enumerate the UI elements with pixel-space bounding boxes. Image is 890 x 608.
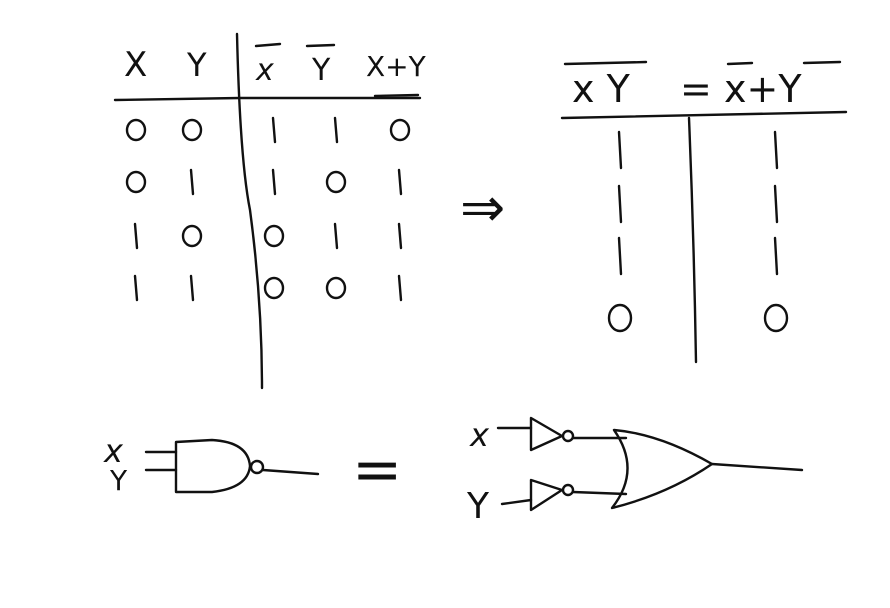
or-gate-body: [610, 428, 714, 510]
left-cell-r1-c1: [189, 168, 195, 196]
overbar-x-plus-y: [373, 93, 420, 98]
left-cell-r1-c0: [125, 170, 147, 194]
header-y-bar: Y: [311, 53, 331, 88]
or-output-wire: [710, 462, 804, 472]
circuit-equals: =: [352, 435, 402, 505]
right-cell-r0-c1: [773, 130, 779, 170]
header-x-plus-y: X+Y: [366, 50, 427, 83]
not-gate-x: [529, 416, 564, 452]
header-x-bar: x: [255, 53, 274, 88]
right-truth-table: x Y = x+Y: [560, 60, 848, 364]
right-divider: [687, 116, 698, 364]
left-cell-r3-c0: [133, 274, 139, 302]
nand-input-x-label: x: [103, 432, 124, 470]
not-gate-y: [529, 478, 564, 512]
nand-output-wire: [261, 468, 320, 476]
header-y: Y: [186, 46, 207, 84]
implies-arrow: ⇒: [460, 176, 505, 239]
right-cell-r2-c1: [773, 236, 779, 276]
right-cell-r2-c0: [617, 236, 623, 276]
left-cell-r3-c1: [189, 274, 195, 302]
overbar-y: [305, 43, 336, 48]
table-header-rule: [113, 96, 422, 102]
overbar-rhs-y: [802, 60, 842, 65]
left-cell-r1-c4: [397, 168, 403, 196]
not-bubble-y: [561, 483, 575, 497]
or-gate-circuit: x Y: [466, 416, 804, 527]
left-cell-r0-c0: [125, 118, 147, 142]
not-bubble-x: [561, 429, 575, 443]
table-divider: [235, 32, 264, 390]
left-cell-r2-c3: [333, 222, 339, 250]
nand-gate-body: [174, 438, 252, 494]
left-cell-r0-c1: [181, 118, 203, 142]
left-table-cells: [125, 116, 411, 302]
right-header-rule: [560, 110, 848, 120]
left-cell-r3-c4: [397, 274, 403, 302]
nand-bubble: [249, 459, 265, 475]
left-truth-table: X Y x Y X+Y: [113, 32, 427, 390]
nand-expression: x Y: [572, 67, 631, 111]
overbar-x: [254, 42, 282, 48]
left-cell-r3-c3: [325, 276, 347, 300]
right-cell-r3-c0: [607, 303, 633, 333]
left-cell-r0-c2: [271, 116, 277, 144]
or-input-y-wire: [571, 490, 628, 496]
right-cell-r3-c1: [763, 303, 789, 333]
or-input-x-label: x: [469, 416, 490, 454]
de-morgan-expression: x+Y: [724, 67, 802, 111]
equals-sign: =: [680, 67, 712, 111]
header-x: X: [124, 45, 147, 85]
overbar-rhs-x: [726, 61, 754, 66]
right-cell-r1-c0: [617, 184, 623, 224]
nand-input-y-label: Y: [109, 464, 128, 497]
right-cell-r1-c1: [773, 184, 779, 224]
left-cell-r1-c2: [271, 168, 277, 196]
right-table-cells: [607, 130, 789, 333]
left-cell-r3-c2: [263, 276, 285, 300]
left-cell-r1-c3: [325, 170, 347, 194]
nand-gate-circuit: x Y: [103, 432, 320, 497]
not-gate-y-input: [500, 498, 533, 506]
left-cell-r2-c0: [133, 222, 139, 250]
or-input-y-label: Y: [466, 486, 490, 527]
right-cell-r0-c0: [617, 130, 623, 170]
left-cell-r2-c4: [397, 222, 403, 250]
overbar-xy: [563, 60, 648, 66]
left-cell-r0-c3: [333, 116, 339, 144]
left-cell-r2-c2: [263, 224, 285, 248]
left-cell-r2-c1: [181, 224, 203, 248]
left-cell-r0-c4: [389, 118, 411, 142]
